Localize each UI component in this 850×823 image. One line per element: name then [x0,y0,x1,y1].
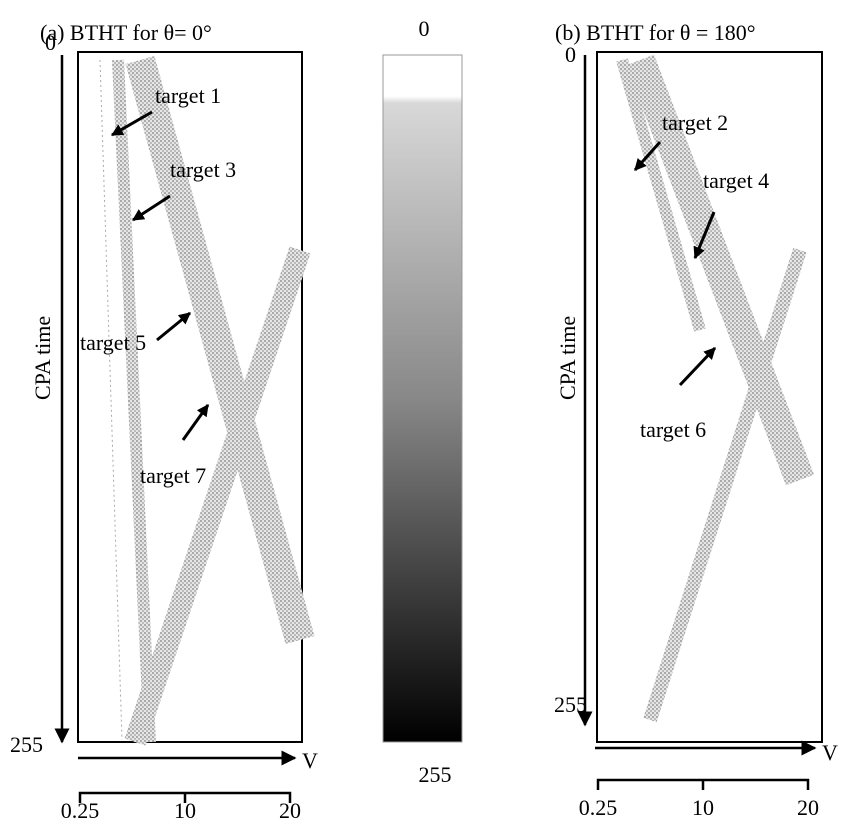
y-axis-top: 0 [565,42,576,67]
x-tick-label: 10 [692,795,714,820]
target-label: target 1 [155,83,221,108]
x-tick-label: 0.25 [579,795,618,820]
target-arrow [678,346,717,387]
y-axis-label: CPA time [555,316,580,400]
x-tick-label: 0.25 [61,798,100,823]
track-band [643,247,807,723]
track-band [616,58,706,332]
panel-title: (a) BTHT for θ= 0° [40,20,212,45]
track-band [125,56,315,644]
plot-frame [596,51,823,743]
y-axis-label: CPA time [30,316,55,400]
colorbar-top-label: 0 [419,16,430,41]
target-label: target 2 [662,110,728,135]
target-label: target 6 [640,417,706,442]
x-axis-label: V [302,748,318,773]
panel-title: (b) BTHT for θ = 180° [555,20,756,45]
y-axis-bottom: 255 [10,732,43,757]
target-arrow [693,211,716,260]
colorbar-scale [382,54,463,743]
panel-a: (a) BTHT for θ= 0° 0 255 CPA time V 0.25… [10,20,318,823]
plot-frame [77,51,303,743]
x-tick-label: 20 [797,795,819,820]
target-label: target 5 [80,330,146,355]
target-arrow [131,194,171,222]
x-axis-label: V [822,740,838,765]
track-band [112,59,156,743]
colorbar-bottom-label: 255 [419,762,452,787]
target-label: target 3 [170,157,236,182]
target-label: target 4 [703,168,769,193]
target-arrow [181,404,210,441]
target-label: target 7 [140,463,206,488]
track-band [124,246,311,746]
y-axis-top: 0 [45,30,56,55]
colorbar: 0 255 [382,16,463,787]
target-arrow [156,311,191,342]
x-scale [78,791,292,803]
track-band [625,54,815,486]
track-line [99,59,123,741]
x-scale [596,778,810,790]
y-axis-bottom: 255 [554,692,587,717]
x-tick-label: 10 [174,798,196,823]
target-arrow [110,110,153,137]
panel-b: (b) BTHT for θ = 180° 0 255 CPA time V 0… [554,20,838,820]
target-arrow [633,141,662,171]
x-tick-label: 20 [279,798,301,823]
